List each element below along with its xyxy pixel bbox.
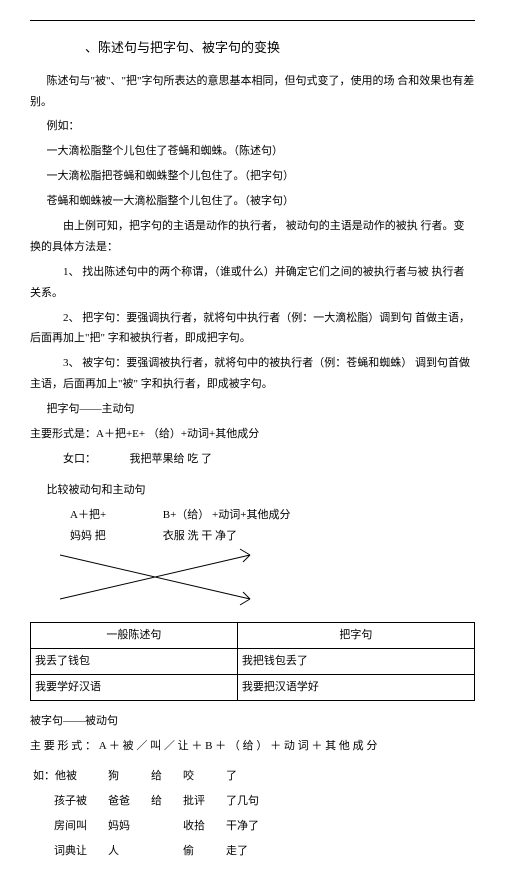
example-2: 一大滴松脂把苍蝇和蜘蛛整个儿包住了。（把字句）	[30, 166, 475, 187]
compare-block: 比较被动句和主动句 A＋把+ B+（给） +动词+其他成分 妈妈 把 衣服 洗 …	[30, 480, 475, 615]
th-general: 一般陈述句	[31, 623, 238, 649]
cell-r2c2: 我要把汉语学好	[237, 675, 474, 701]
step-3: 3、 被字句：要强调被执行者，就将句中的被执行者（例：苍蝇和蜘蛛） 调到句首做主…	[30, 353, 475, 395]
example-cell: 咬	[182, 765, 223, 788]
ba-kou-label: 女口：	[63, 453, 96, 465]
th-ba: 把字句	[237, 623, 474, 649]
page-title: 、陈述句与把字句、被字句的变换	[85, 36, 475, 61]
ba-formula: 主要形式是：A＋把+E+ （给）+动词+其他成分	[30, 424, 475, 445]
compare-top-row: A＋把+ B+（给） +动词+其他成分	[70, 505, 475, 526]
bei-ex-label: 如：他被	[32, 765, 105, 788]
example-cell: 了几句	[225, 790, 277, 813]
example-cell: 批评	[182, 790, 223, 813]
example-row: 房间叫妈妈 收拾干净了	[32, 815, 277, 838]
bei-formula: 主 要 形 式 ： A ＋ 被 ／ 叫 ／ 让 ＋ B ＋ （ 给 ） ＋ 动 …	[30, 736, 475, 757]
example-cell: 偷	[182, 840, 223, 863]
liru-label: 例如：	[30, 116, 475, 137]
step-2: 2、 把字句：要强调执行者，就将句中执行者（例：一大滴松脂）调到句 首做主语，后…	[30, 308, 475, 350]
example-cell	[150, 840, 180, 863]
example-row: 孩子被爸爸给批评了几句	[32, 790, 277, 813]
node-left-bottom: 妈妈 把	[70, 526, 160, 547]
compare-title: 比较被动句和主动句	[30, 480, 475, 501]
example-cell: 人	[107, 840, 148, 863]
bei-examples: 如：他被狗给咬了孩子被爸爸给批评了几句房间叫妈妈收拾干净了词典让人偷走了	[30, 763, 279, 865]
top-rule	[30, 20, 475, 21]
ba-header: 把字句——主动句	[30, 399, 475, 420]
table-row: 我要学好汉语 我要把汉语学好	[31, 675, 475, 701]
compare-bottom-row: 妈妈 把 衣服 洗 干 净了	[70, 526, 475, 547]
node-right-bottom: 衣服 洗 干 净了	[163, 526, 237, 547]
example-cell: 给	[150, 790, 180, 813]
table-header-row: 一般陈述句 把字句	[31, 623, 475, 649]
example-cell: 收拾	[182, 815, 223, 838]
example-cell: 妈妈	[107, 815, 148, 838]
example-cell: 走了	[225, 840, 277, 863]
cell-r1c2: 我把钱包丢了	[237, 649, 474, 675]
example-3: 苍蝇和蜘蛛被一大滴松脂整个儿包住了。（被字句）	[30, 191, 475, 212]
ba-kou-row: 女口： 我把苹果给 吃 了	[63, 449, 475, 470]
example-row: 词典让人 偷走了	[32, 840, 277, 863]
example-cell: 房间叫	[32, 815, 105, 838]
example-cell: 给	[150, 765, 180, 788]
explain-para: 由上例可知，把字句的主语是动作的执行者， 被动句的主语是动作的被执 行者。变换的…	[30, 216, 475, 258]
cross-diagram	[50, 547, 475, 615]
node-right-top: B+（给） +动词+其他成分	[163, 505, 291, 526]
ba-kou-example: 我把苹果给 吃 了	[130, 453, 213, 465]
ba-table: 一般陈述句 把字句 我丢了钱包 我把钱包丢了 我要学好汉语 我要把汉语学好	[30, 622, 475, 701]
table-row: 我丢了钱包 我把钱包丢了	[31, 649, 475, 675]
example-cell: 孩子被	[32, 790, 105, 813]
example-cell: 爸爸	[107, 790, 148, 813]
node-left-top: A＋把+	[70, 505, 160, 526]
cell-r1c1: 我丢了钱包	[31, 649, 238, 675]
example-1: 一大滴松脂整个儿包住了苍蝇和蜘蛛。（陈述句）	[30, 141, 475, 162]
intro-para: 陈述句与"被"、"把"字句所表达的意思基本相同，但句式变了，使用的场 合和效果也…	[30, 71, 475, 113]
cell-r2c1: 我要学好汉语	[31, 675, 238, 701]
example-cell: 词典让	[32, 840, 105, 863]
example-row: 如：他被狗给咬了	[32, 765, 277, 788]
example-cell	[150, 815, 180, 838]
example-cell: 了	[225, 765, 277, 788]
example-cell: 干净了	[225, 815, 277, 838]
cross-arrows-svg	[50, 547, 310, 607]
example-cell: 狗	[107, 765, 148, 788]
step-1: 1、 找出陈述句中的两个称谓，（谁或什么）并确定它们之间的被执行者与被 执行者关…	[30, 262, 475, 304]
bei-header: 被字句——被动句	[30, 711, 475, 732]
